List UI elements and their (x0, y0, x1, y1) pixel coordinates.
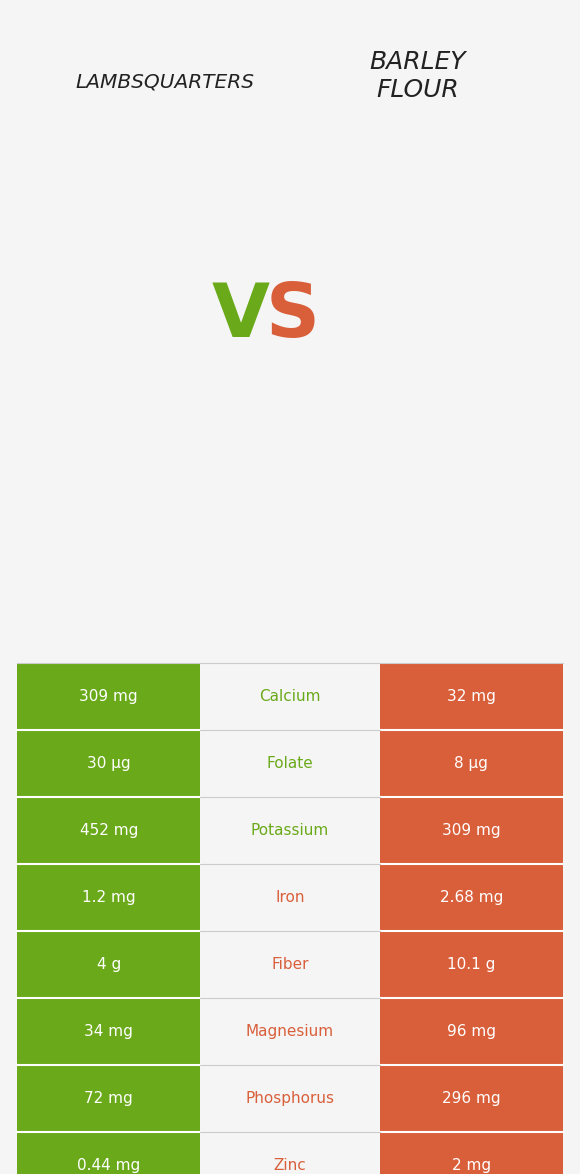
Bar (17, 730, 200, 797)
Text: S: S (266, 281, 320, 353)
Text: Magnesium: Magnesium (246, 1024, 334, 1039)
Bar (17, 1065, 200, 1132)
Text: 96 mg: 96 mg (447, 1024, 496, 1039)
Bar (380, 663, 563, 730)
Text: V: V (212, 281, 270, 353)
Bar (17, 663, 200, 730)
Text: 34 mg: 34 mg (84, 1024, 133, 1039)
Text: 2 mg: 2 mg (452, 1158, 491, 1173)
Text: 10.1 g: 10.1 g (447, 957, 495, 972)
Text: Iron: Iron (276, 890, 304, 905)
Text: 32 mg: 32 mg (447, 689, 496, 704)
Bar (380, 797, 563, 864)
Bar (380, 864, 563, 931)
Text: 1.2 mg: 1.2 mg (82, 890, 136, 905)
Text: 72 mg: 72 mg (84, 1091, 133, 1106)
Text: 8 μg: 8 μg (454, 756, 488, 771)
Text: Folate: Folate (267, 756, 313, 771)
Bar (380, 1132, 563, 1174)
Text: Fiber: Fiber (271, 957, 309, 972)
Bar (17, 1132, 200, 1174)
Text: 0.44 mg: 0.44 mg (77, 1158, 140, 1173)
Text: BARLEY
FLOUR: BARLEY FLOUR (369, 50, 466, 102)
Text: 452 mg: 452 mg (79, 823, 138, 838)
Bar (380, 931, 563, 998)
Bar (380, 998, 563, 1065)
Text: 2.68 mg: 2.68 mg (440, 890, 503, 905)
Text: 309 mg: 309 mg (79, 689, 138, 704)
Bar (17, 998, 200, 1065)
Text: Potassium: Potassium (251, 823, 329, 838)
Bar (17, 797, 200, 864)
Text: 30 μg: 30 μg (87, 756, 130, 771)
Bar (380, 730, 563, 797)
Text: 4 g: 4 g (97, 957, 121, 972)
Text: Calcium: Calcium (259, 689, 321, 704)
Text: 296 mg: 296 mg (442, 1091, 501, 1106)
Bar (17, 864, 200, 931)
Text: Zinc: Zinc (274, 1158, 306, 1173)
Text: LAMBSQUARTERS: LAMBSQUARTERS (75, 73, 255, 92)
Bar (380, 1065, 563, 1132)
Text: 309 mg: 309 mg (442, 823, 501, 838)
Bar (17, 931, 200, 998)
Text: Phosphorus: Phosphorus (245, 1091, 335, 1106)
